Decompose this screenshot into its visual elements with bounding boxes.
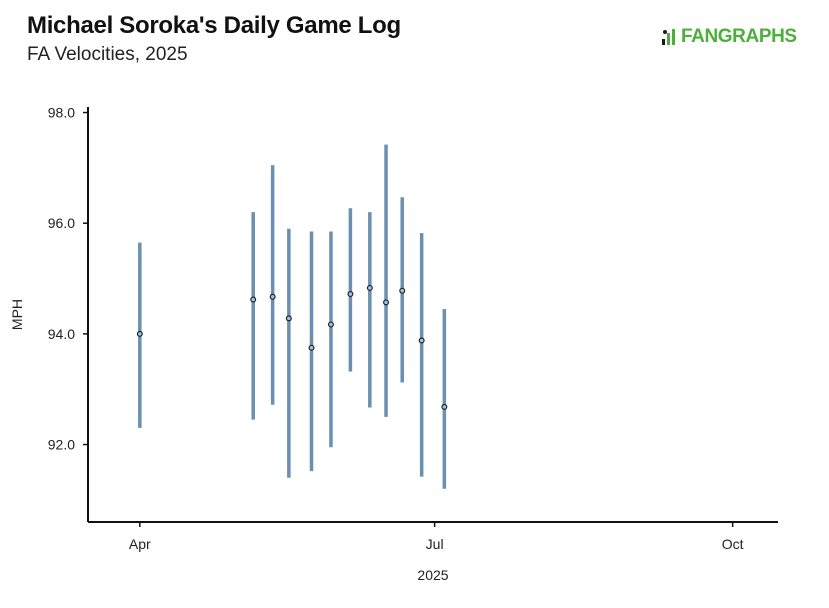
y-tick-label: 92.0 — [48, 437, 75, 453]
y-tick-label: 96.0 — [48, 215, 75, 231]
x-tick-label: Jul — [426, 536, 444, 552]
velocity-average-point — [136, 330, 143, 337]
velocity-average-point — [441, 403, 448, 410]
velocity-average-point — [308, 344, 315, 351]
velocity-average-point — [285, 315, 292, 322]
velocity-average-point — [399, 287, 406, 294]
velocity-average-point — [327, 321, 334, 328]
velocity-average-point — [366, 284, 373, 291]
y-axis-title: MPH — [9, 299, 25, 330]
x-tick-label: Oct — [722, 536, 744, 552]
y-tick-label: 94.0 — [48, 326, 75, 342]
x-axis-title: 2025 — [417, 567, 448, 583]
x-tick-label: Apr — [129, 536, 151, 552]
chart-subtitle: FA Velocities, 2025 — [27, 44, 188, 65]
velocity-average-point — [383, 299, 390, 306]
chart-title: Michael Soroka's Daily Game Log — [27, 12, 401, 39]
velocity-average-point — [347, 291, 354, 298]
batter-logo-icon — [662, 29, 675, 45]
velocity-average-point — [418, 337, 425, 344]
fangraphs-logo[interactable]: FANGRAPHS — [661, 25, 797, 49]
velocity-average-point — [269, 293, 276, 300]
velocity-average-point — [250, 296, 257, 303]
logo-wordmark: FANGRAPHS — [681, 26, 797, 47]
y-tick-label: 98.0 — [48, 105, 75, 121]
